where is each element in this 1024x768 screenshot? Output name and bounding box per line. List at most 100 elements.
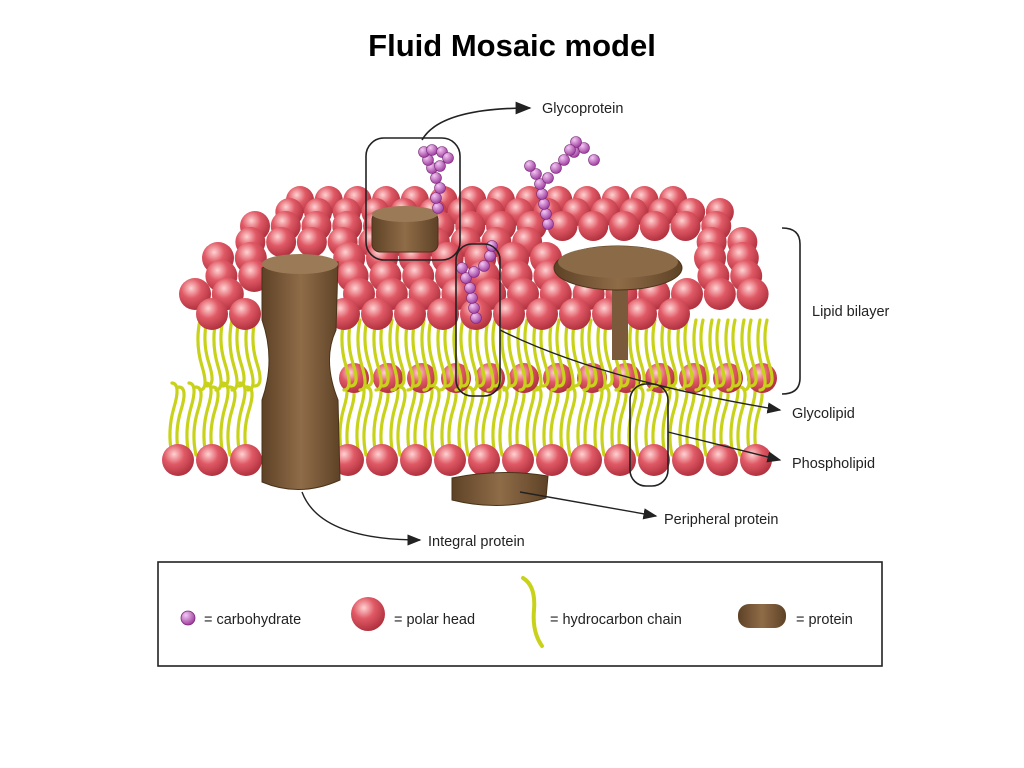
hydrocarbon-tail (185, 381, 196, 457)
hydrocarbon-tail (468, 318, 479, 392)
polar-head (502, 444, 534, 476)
hydrocarbon-tail (566, 385, 577, 457)
hydrocarbon-tail (427, 318, 438, 388)
hydrocarbon-tail (548, 318, 559, 392)
polar-head (366, 444, 398, 476)
hydrocarbon-tail (443, 318, 454, 388)
hydrocarbon-tail (362, 385, 373, 457)
carbohydrate-bead (478, 260, 490, 272)
polar-head (230, 444, 262, 476)
hydrocarbon-tail (523, 318, 534, 388)
hydrocarbon-tail (379, 318, 390, 388)
hydrocarbon-tail (715, 318, 726, 388)
hydrocarbon-tail (539, 318, 550, 388)
hydrocarbon-tail (212, 318, 223, 392)
hydrocarbon-tail (430, 385, 441, 457)
label-peripheral-protein: Peripheral protein (664, 512, 778, 528)
hydrocarbon-tail (756, 318, 767, 392)
hydrocarbon-tail (555, 318, 566, 388)
carbohydrate-bead (442, 152, 454, 164)
carbohydrate-bead (468, 302, 480, 314)
hydrocarbon-tail (571, 318, 582, 388)
hydrocarbon-tail (356, 318, 367, 392)
top-hydrocarbon-tails (196, 318, 774, 392)
peripheral-protein-shape (451, 471, 549, 506)
carbohydrate-bead (564, 144, 576, 156)
hydrocarbon-tail (168, 381, 179, 457)
hydrocarbon-tail (372, 318, 383, 392)
hydrocarbon-tail (459, 318, 470, 388)
legend-protein-icon (738, 604, 786, 628)
carbohydrate-bead (550, 162, 562, 174)
polar-head (229, 298, 261, 330)
carbohydrate-bead (434, 160, 446, 172)
hydrocarbon-tail (580, 318, 591, 392)
carbohydrate-bead (542, 172, 554, 184)
bottom-hydrocarbon-tails (168, 381, 764, 457)
carbohydrate-bead (578, 142, 590, 154)
hydrocarbon-tail (500, 318, 511, 392)
phospholipid-callout-box (629, 383, 669, 487)
carbohydrate-bead (426, 144, 438, 156)
hydrocarbon-tail (347, 318, 358, 388)
label-glycoprotein: Glycoprotein (542, 101, 623, 117)
glycolipid-callout-box (455, 243, 501, 397)
hydrocarbon-tail (236, 381, 247, 457)
glycoprotein-callout-box (365, 137, 461, 261)
polar-head (609, 211, 639, 241)
polar-head (266, 227, 297, 257)
peripheral-protein-arrow (519, 491, 658, 520)
polar-head (196, 298, 228, 330)
label-phospholipid: Phospholipid (792, 456, 875, 472)
hydrocarbon-tail (731, 318, 742, 388)
integral-protein-shape (261, 254, 341, 490)
hydrocarbon-tail (475, 318, 486, 388)
hydrocarbon-tail (516, 318, 527, 392)
polar-head (434, 444, 466, 476)
hydrocarbon-tail (747, 318, 758, 388)
page-title: Fluid Mosaic model (368, 28, 656, 63)
hydrocarbon-tail (587, 318, 598, 388)
carbohydrate-bead (466, 292, 478, 304)
legend-polar-head-label: = polar head (394, 612, 475, 628)
hydrocarbon-tail (436, 318, 447, 392)
polar-head (361, 298, 393, 330)
carbohydrate-bead (536, 188, 548, 200)
carbohydrate-bead (470, 312, 482, 324)
carbohydrate-bead (432, 202, 444, 214)
polar-head (468, 444, 500, 476)
hydrocarbon-tail (404, 318, 415, 392)
carbohydrate-bead (430, 192, 442, 204)
hydrocarbon-tail (603, 318, 614, 388)
polar-head (559, 298, 591, 330)
polar-head (296, 227, 327, 257)
polar-head (400, 444, 432, 476)
polar-head (740, 444, 772, 476)
hydrocarbon-tail (683, 318, 694, 388)
carbohydrate-bead (468, 266, 480, 278)
polar-head (526, 298, 558, 330)
phospholipid-arrow (667, 431, 782, 463)
carbohydrate-bead (460, 272, 472, 284)
hydrocarbon-tail (420, 318, 431, 392)
hydrocarbon-tail (600, 385, 611, 457)
glycoprotein-protein-shape (371, 206, 439, 253)
polar-head (672, 444, 704, 476)
hydrocarbon-tail (532, 318, 543, 392)
carbohydrate-bead (464, 282, 476, 294)
polar-head (625, 298, 657, 330)
polar-head (736, 278, 769, 310)
polar-head (394, 298, 426, 330)
polar-head (639, 211, 670, 241)
polar-head (577, 363, 607, 393)
carbohydrate-bead (558, 154, 570, 166)
polar-head (703, 278, 736, 310)
carbohydrate-bead (542, 218, 554, 230)
polar-head (658, 298, 690, 330)
polar-head (493, 298, 525, 330)
legend-carbohydrate-label: = carbohydrate (204, 612, 301, 628)
carbohydrate-bead (588, 154, 600, 166)
hydrocarbon-tail (596, 318, 607, 392)
carbohydrate-bead (430, 172, 442, 184)
